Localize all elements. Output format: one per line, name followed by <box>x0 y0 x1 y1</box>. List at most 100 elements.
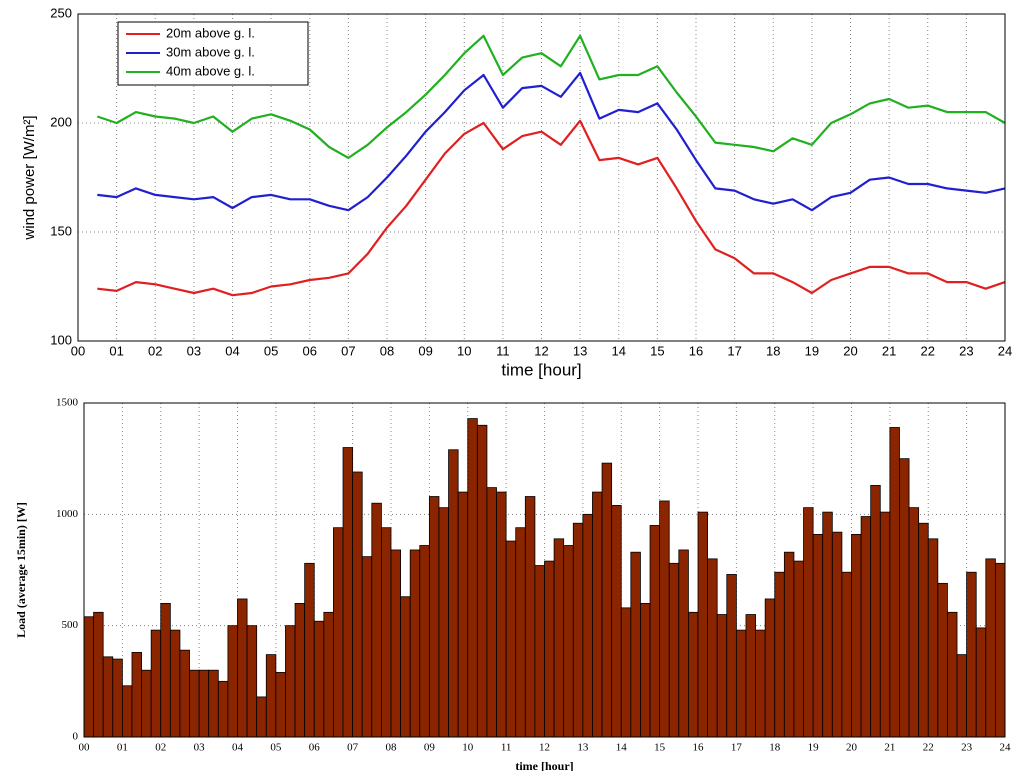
bar <box>198 669 210 738</box>
bar <box>400 596 411 738</box>
bar <box>688 611 699 738</box>
bar <box>640 603 651 738</box>
bar <box>160 603 171 738</box>
bar <box>927 538 939 738</box>
bar <box>582 513 593 738</box>
x-tick-label: 05 <box>270 742 282 754</box>
bar <box>831 531 843 738</box>
bar <box>121 685 133 738</box>
x-tick-label: 09 <box>424 742 436 754</box>
bar <box>870 484 881 738</box>
x-tick-label: 08 <box>380 343 394 358</box>
bar <box>102 656 114 738</box>
x-tick-label: 10 <box>462 742 474 754</box>
bar <box>217 680 229 738</box>
bar <box>841 571 852 738</box>
x-tick-label: 17 <box>731 742 743 754</box>
x-tick-label: 18 <box>769 742 781 754</box>
bar <box>141 669 152 738</box>
bar <box>534 565 545 738</box>
bar <box>553 538 565 738</box>
x-tick-label: 21 <box>884 742 895 754</box>
bar <box>112 658 123 738</box>
y-tick-label: 1000 <box>56 508 79 520</box>
plot-frame <box>83 402 1006 738</box>
x-tick-label: 16 <box>689 343 703 358</box>
bar <box>803 507 814 738</box>
x-tick-label: 13 <box>577 742 589 754</box>
bar <box>150 629 162 738</box>
bar <box>630 551 641 738</box>
bar <box>985 558 996 738</box>
x-tick-label: 11 <box>496 343 510 358</box>
bar <box>947 611 958 738</box>
x-tick-label: 01 <box>117 742 128 754</box>
bar <box>889 427 900 738</box>
x-tick-label: 18 <box>766 343 780 358</box>
x-tick-label: 24 <box>1000 742 1012 754</box>
bar <box>342 447 354 738</box>
x-tick-label: 00 <box>71 343 85 358</box>
x-tick-label: 02 <box>155 742 166 754</box>
bar <box>486 487 497 738</box>
bar <box>764 598 776 738</box>
y-tick-label: 250 <box>50 5 72 20</box>
bar <box>601 462 613 738</box>
x-tick-label: 09 <box>418 343 432 358</box>
x-axis-label: time [hour] <box>501 360 581 379</box>
x-tick-label: 14 <box>612 343 626 358</box>
legend-label: 40m above g. l. <box>166 63 255 78</box>
x-tick-label: 02 <box>148 343 162 358</box>
bar <box>304 562 315 738</box>
bar <box>822 511 833 738</box>
bar <box>419 545 430 738</box>
bar <box>131 651 142 738</box>
bar <box>755 629 766 738</box>
bar <box>352 471 363 738</box>
x-tick-label: 20 <box>843 343 857 358</box>
bar <box>208 669 219 738</box>
x-tick-label: 15 <box>654 742 666 754</box>
x-tick-label: 01 <box>109 343 123 358</box>
series-line <box>97 119 1006 297</box>
bar <box>93 611 104 738</box>
bar <box>995 562 1006 738</box>
y-tick-label: 150 <box>50 223 72 238</box>
legend-label: 20m above g. l. <box>166 25 255 40</box>
bar <box>572 522 584 738</box>
x-tick-label: 07 <box>347 742 359 754</box>
x-tick-label: 21 <box>882 343 896 358</box>
x-tick-label: 06 <box>303 343 317 358</box>
bar <box>745 614 756 738</box>
bar <box>735 629 747 738</box>
y-tick-label: 200 <box>50 114 72 129</box>
x-tick-label: 16 <box>693 742 705 754</box>
plot-frame <box>77 13 1006 342</box>
bar <box>611 505 622 738</box>
x-tick-label: 19 <box>808 742 820 754</box>
legend-label: 30m above g. l. <box>166 44 255 59</box>
bar <box>918 522 929 738</box>
bar <box>448 449 459 738</box>
series-line <box>96 34 1006 159</box>
y-axis-label: Load (average 15min) [W] <box>14 502 28 638</box>
x-tick-label: 06 <box>309 742 321 754</box>
bar <box>381 527 392 738</box>
y-axis-label: wind power [W/m²] <box>21 115 38 240</box>
bar <box>294 603 306 738</box>
bar <box>169 629 181 738</box>
bar <box>179 649 190 738</box>
bar <box>678 549 689 738</box>
bar <box>524 496 536 738</box>
bar <box>265 654 277 738</box>
y-tick-label: 100 <box>50 332 72 347</box>
bar <box>275 672 286 738</box>
bar <box>83 616 94 738</box>
bar <box>476 424 488 738</box>
bar <box>457 491 469 738</box>
bar <box>975 627 987 738</box>
x-tick-label: 10 <box>457 343 471 358</box>
y-tick-label: 500 <box>62 619 79 631</box>
x-tick-label: 05 <box>264 343 278 358</box>
bar <box>812 533 824 738</box>
